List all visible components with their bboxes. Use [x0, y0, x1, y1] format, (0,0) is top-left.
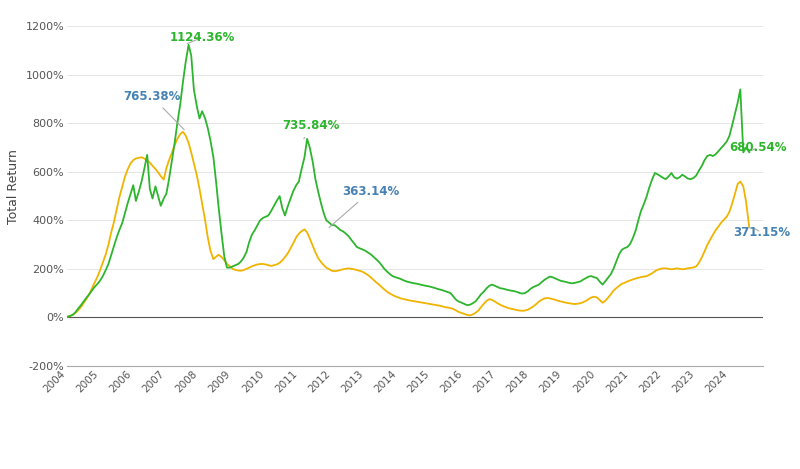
Text: 765.38%: 765.38% [123, 90, 184, 130]
Text: 363.14%: 363.14% [329, 185, 399, 227]
Y-axis label: Total Return: Total Return [7, 149, 20, 224]
Text: 371.15%: 371.15% [733, 226, 790, 239]
Text: 1124.36%: 1124.36% [170, 31, 235, 44]
Text: 680.54%: 680.54% [730, 141, 787, 154]
Text: 735.84%: 735.84% [282, 119, 340, 139]
